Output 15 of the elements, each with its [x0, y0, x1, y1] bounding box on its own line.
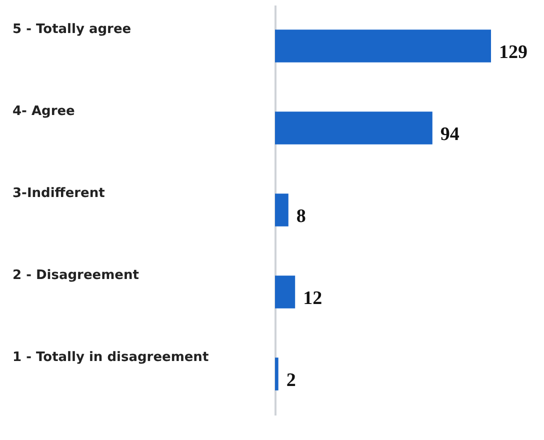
y-tick-label: 5 - Totally agree: [12, 22, 132, 37]
data-label: 8: [296, 206, 306, 227]
y-tick-label: 2 - Disagreement: [12, 268, 139, 283]
y-tick-label: 4- Agree: [12, 104, 76, 119]
data-label: 2: [286, 370, 296, 391]
bar: [275, 112, 432, 144]
bar: [275, 194, 288, 226]
data-label: 94: [440, 124, 460, 145]
data-label: 129: [499, 42, 528, 63]
bar: [275, 30, 491, 62]
bar: [275, 276, 296, 308]
data-label: 12: [303, 288, 322, 309]
bar: [275, 358, 278, 390]
y-tick-label: 3-Indifferent: [12, 186, 105, 201]
y-tick-label: 1 - Totally in disagreement: [12, 350, 209, 365]
